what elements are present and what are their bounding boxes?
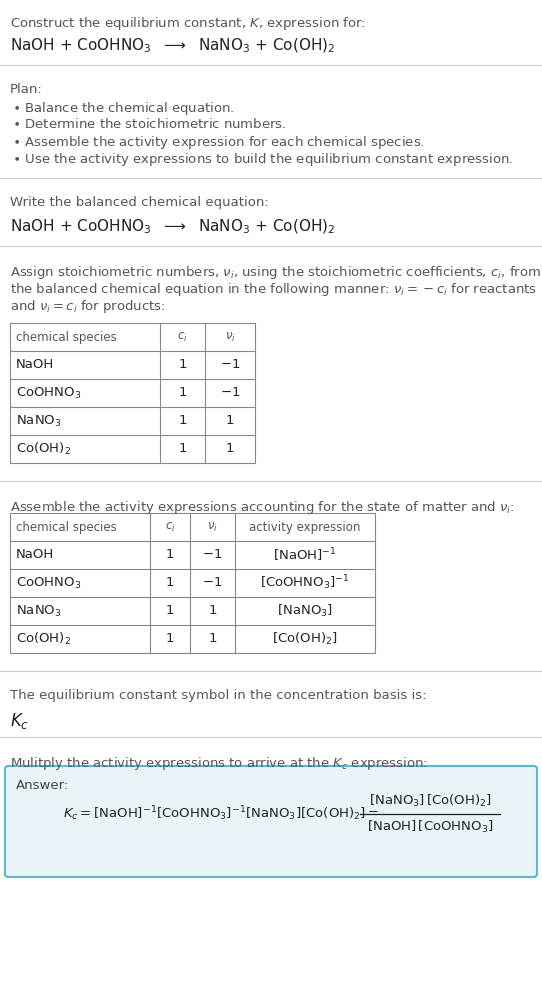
Text: $-$1: $-$1 bbox=[220, 358, 240, 371]
Text: 1: 1 bbox=[208, 605, 217, 618]
Text: 1: 1 bbox=[178, 415, 187, 428]
Text: $K_c = [\mathrm{NaOH}]^{-1}[\mathrm{CoOHNO_3}]^{-1}[\mathrm{NaNO_3}][\mathrm{Co(: $K_c = [\mathrm{NaOH}]^{-1}[\mathrm{CoOH… bbox=[63, 805, 379, 824]
Text: 1: 1 bbox=[166, 633, 174, 645]
Text: $\bullet$ Use the activity expressions to build the equilibrium constant express: $\bullet$ Use the activity expressions t… bbox=[12, 151, 513, 168]
Text: 1: 1 bbox=[166, 576, 174, 589]
Bar bbox=[10, 323, 255, 463]
Text: $[\mathrm{NaOH}]\,[\mathrm{CoOHNO_3}]$: $[\mathrm{NaOH}]\,[\mathrm{CoOHNO_3}]$ bbox=[367, 819, 493, 835]
Text: 1: 1 bbox=[178, 358, 187, 371]
Text: activity expression: activity expression bbox=[249, 521, 360, 534]
Bar bbox=[10, 513, 375, 653]
Text: chemical species: chemical species bbox=[16, 521, 117, 534]
Text: Write the balanced chemical equation:: Write the balanced chemical equation: bbox=[10, 196, 269, 209]
Text: NaOH + CoOHNO$_3$  $\longrightarrow$  NaNO$_3$ + Co(OH)$_2$: NaOH + CoOHNO$_3$ $\longrightarrow$ NaNO… bbox=[10, 218, 335, 237]
Text: chemical species: chemical species bbox=[16, 331, 117, 344]
Text: NaOH: NaOH bbox=[16, 358, 54, 371]
Text: 1: 1 bbox=[166, 605, 174, 618]
Text: NaNO$_3$: NaNO$_3$ bbox=[16, 604, 62, 619]
Text: 1: 1 bbox=[226, 443, 234, 455]
Text: $[\mathrm{NaNO_3}]\,[\mathrm{Co(OH)_2}]$: $[\mathrm{NaNO_3}]\,[\mathrm{Co(OH)_2}]$ bbox=[369, 793, 492, 809]
Text: 1: 1 bbox=[178, 443, 187, 455]
Text: NaOH + CoOHNO$_3$  $\longrightarrow$  NaNO$_3$ + Co(OH)$_2$: NaOH + CoOHNO$_3$ $\longrightarrow$ NaNO… bbox=[10, 37, 335, 55]
Text: $-$1: $-$1 bbox=[202, 576, 223, 589]
Text: $c_i$: $c_i$ bbox=[177, 331, 188, 344]
Text: 1: 1 bbox=[178, 386, 187, 400]
Text: $c_i$: $c_i$ bbox=[165, 521, 176, 534]
Text: Co(OH)$_2$: Co(OH)$_2$ bbox=[16, 441, 71, 457]
Text: Mulitply the activity expressions to arrive at the $K_c$ expression:: Mulitply the activity expressions to arr… bbox=[10, 755, 428, 772]
Text: $-$1: $-$1 bbox=[202, 548, 223, 561]
Text: 1: 1 bbox=[208, 633, 217, 645]
Text: $\nu_i$: $\nu_i$ bbox=[207, 521, 218, 534]
Text: CoOHNO$_3$: CoOHNO$_3$ bbox=[16, 575, 81, 591]
Text: and $\nu_i = c_i$ for products:: and $\nu_i = c_i$ for products: bbox=[10, 298, 166, 315]
Text: The equilibrium constant symbol in the concentration basis is:: The equilibrium constant symbol in the c… bbox=[10, 689, 427, 702]
Text: $K_c$: $K_c$ bbox=[10, 711, 29, 731]
Text: NaOH: NaOH bbox=[16, 548, 54, 561]
Text: Answer:: Answer: bbox=[16, 779, 69, 792]
Text: NaNO$_3$: NaNO$_3$ bbox=[16, 414, 62, 429]
Text: CoOHNO$_3$: CoOHNO$_3$ bbox=[16, 385, 81, 401]
Text: 1: 1 bbox=[166, 548, 174, 561]
Text: $-$1: $-$1 bbox=[220, 386, 240, 400]
Text: $[\mathrm{Co(OH)_2}]$: $[\mathrm{Co(OH)_2}]$ bbox=[272, 631, 338, 647]
Text: $\bullet$ Determine the stoichiometric numbers.: $\bullet$ Determine the stoichiometric n… bbox=[12, 117, 287, 131]
Text: $\bullet$ Balance the chemical equation.: $\bullet$ Balance the chemical equation. bbox=[12, 100, 235, 117]
Text: $[\mathrm{CoOHNO_3}]^{-1}$: $[\mathrm{CoOHNO_3}]^{-1}$ bbox=[260, 573, 350, 592]
Text: the balanced chemical equation in the following manner: $\nu_i = -c_i$ for react: the balanced chemical equation in the fo… bbox=[10, 281, 537, 298]
Text: Plan:: Plan: bbox=[10, 83, 43, 96]
Text: Co(OH)$_2$: Co(OH)$_2$ bbox=[16, 631, 71, 647]
FancyBboxPatch shape bbox=[5, 766, 537, 877]
Text: $\nu_i$: $\nu_i$ bbox=[224, 331, 235, 344]
Text: Assign stoichiometric numbers, $\nu_i$, using the stoichiometric coefficients, $: Assign stoichiometric numbers, $\nu_i$, … bbox=[10, 264, 541, 281]
Text: 1: 1 bbox=[226, 415, 234, 428]
Text: Construct the equilibrium constant, $K$, expression for:: Construct the equilibrium constant, $K$,… bbox=[10, 15, 366, 32]
Text: $[\mathrm{NaNO_3}]$: $[\mathrm{NaNO_3}]$ bbox=[277, 603, 333, 619]
Text: $[\mathrm{NaOH}]^{-1}$: $[\mathrm{NaOH}]^{-1}$ bbox=[273, 546, 337, 563]
Text: Assemble the activity expressions accounting for the state of matter and $\nu_i$: Assemble the activity expressions accoun… bbox=[10, 499, 515, 516]
Text: $\bullet$ Assemble the activity expression for each chemical species.: $\bullet$ Assemble the activity expressi… bbox=[12, 134, 425, 151]
